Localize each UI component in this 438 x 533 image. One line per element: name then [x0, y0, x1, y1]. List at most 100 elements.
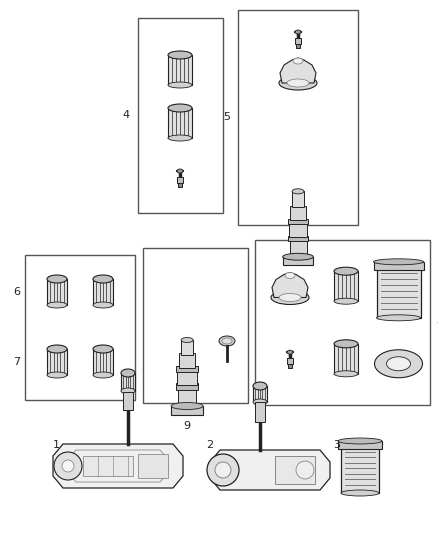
Text: 4: 4	[123, 110, 130, 120]
Ellipse shape	[222, 338, 232, 344]
Bar	[290, 206, 306, 220]
Ellipse shape	[295, 30, 301, 34]
Bar	[47, 349, 67, 375]
Bar	[177, 177, 183, 183]
Ellipse shape	[177, 169, 183, 173]
Bar	[93, 279, 113, 305]
Ellipse shape	[253, 382, 267, 390]
Ellipse shape	[93, 275, 113, 283]
Text: 1: 1	[53, 440, 60, 450]
Bar	[171, 406, 203, 415]
Bar	[179, 353, 195, 368]
Ellipse shape	[168, 51, 192, 59]
Ellipse shape	[386, 357, 410, 371]
Ellipse shape	[271, 290, 309, 304]
Ellipse shape	[121, 369, 135, 377]
Ellipse shape	[283, 253, 313, 260]
Bar	[334, 271, 358, 301]
Circle shape	[54, 452, 82, 480]
Ellipse shape	[338, 438, 382, 444]
Ellipse shape	[279, 294, 301, 302]
Text: 3: 3	[333, 440, 340, 450]
Bar	[181, 340, 193, 355]
Polygon shape	[210, 450, 330, 490]
Ellipse shape	[287, 79, 309, 87]
Text: 5: 5	[223, 112, 230, 122]
Ellipse shape	[93, 345, 113, 353]
Ellipse shape	[279, 76, 317, 90]
Bar	[255, 240, 430, 405]
Ellipse shape	[47, 275, 67, 283]
Ellipse shape	[168, 135, 192, 141]
Bar	[93, 349, 113, 375]
Bar	[341, 447, 379, 493]
Bar	[138, 18, 223, 213]
Bar	[138, 454, 168, 478]
Bar	[176, 366, 198, 372]
Bar	[168, 108, 192, 138]
Bar	[292, 191, 304, 207]
Ellipse shape	[93, 372, 113, 378]
Ellipse shape	[377, 315, 420, 321]
Bar	[83, 456, 133, 476]
Ellipse shape	[47, 345, 67, 353]
Bar	[283, 257, 313, 265]
Ellipse shape	[253, 399, 267, 405]
Ellipse shape	[334, 340, 358, 348]
Text: 9: 9	[184, 421, 191, 431]
Bar	[377, 268, 420, 318]
Bar	[288, 236, 308, 241]
Bar	[178, 183, 182, 187]
Bar	[143, 248, 248, 403]
Ellipse shape	[334, 267, 358, 275]
Ellipse shape	[47, 372, 67, 378]
Text: 2: 2	[206, 440, 213, 450]
Bar	[288, 364, 292, 368]
Ellipse shape	[168, 82, 192, 88]
Bar	[123, 392, 133, 410]
Bar	[47, 279, 67, 305]
Text: 8: 8	[436, 317, 438, 327]
Bar	[296, 44, 300, 48]
Text: 6: 6	[13, 287, 20, 297]
Bar	[338, 441, 382, 449]
Bar	[290, 240, 307, 259]
Bar	[177, 370, 197, 385]
Circle shape	[296, 461, 314, 479]
Text: 7: 7	[13, 357, 20, 367]
Bar	[287, 358, 293, 364]
Ellipse shape	[374, 350, 423, 378]
Ellipse shape	[168, 104, 192, 112]
Polygon shape	[53, 444, 183, 488]
Bar	[288, 219, 308, 224]
Bar	[289, 223, 307, 237]
Bar	[295, 38, 301, 44]
Circle shape	[215, 462, 231, 478]
Bar	[374, 262, 424, 270]
Ellipse shape	[181, 337, 193, 343]
Ellipse shape	[93, 302, 113, 308]
Ellipse shape	[285, 272, 295, 279]
Bar	[178, 388, 196, 408]
Bar	[334, 344, 358, 374]
Bar	[238, 10, 358, 225]
Bar	[25, 255, 135, 400]
Polygon shape	[272, 272, 308, 297]
Ellipse shape	[287, 350, 293, 354]
Ellipse shape	[292, 189, 304, 194]
Bar	[176, 383, 198, 390]
Circle shape	[62, 460, 74, 472]
Ellipse shape	[293, 58, 303, 64]
Bar	[275, 456, 315, 484]
Bar	[168, 55, 192, 85]
Circle shape	[207, 454, 239, 486]
Ellipse shape	[121, 388, 135, 394]
Ellipse shape	[219, 336, 235, 346]
Ellipse shape	[171, 402, 203, 409]
Polygon shape	[280, 58, 316, 83]
Bar	[255, 402, 265, 422]
Ellipse shape	[341, 490, 379, 496]
Bar	[121, 373, 135, 391]
Ellipse shape	[334, 371, 358, 377]
Ellipse shape	[47, 302, 67, 308]
